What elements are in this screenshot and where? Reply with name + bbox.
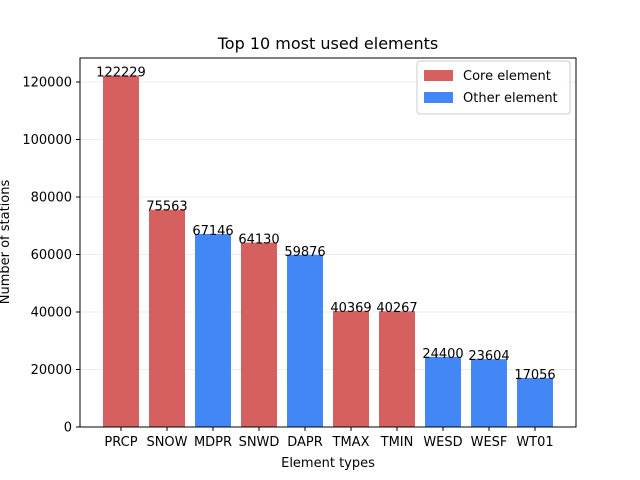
y-axis: 0 20000 40000 60000 80000 100000 120000 [22,75,80,436]
y-tick-label: 20000 [31,363,72,378]
x-axis: PRCP SNOW MDPR SNWD DAPR TMAX TMIN WESD WESF WT01 [104,427,554,450]
bars [103,75,553,428]
legend-label-other: Other element [463,91,558,106]
data-labels: 122229 75563 67146 64130 59876 40369 40267 2440… [96,66,556,383]
x-tick-label-prcp: PRCP [104,435,137,450]
bar-prcp [103,75,139,428]
y-tick-label: 120000 [22,75,72,90]
x-tick-label-wesf: WESF [471,435,508,450]
y-tick-label: 100000 [22,133,72,148]
legend-swatch-other [424,92,453,103]
bar-snwd [241,242,277,427]
data-label-mdpr: 67146 [192,224,233,239]
data-label-wesf: 23604 [468,349,509,364]
y-tick-label: 0 [64,421,72,436]
x-tick-label-snow: SNOW [146,435,187,450]
data-label-tmin: 40267 [376,301,417,316]
bar-snow [149,209,185,427]
data-label-snow: 75563 [146,200,187,215]
data-label-wesd: 24400 [422,347,463,362]
x-tick-label-mdpr: MDPR [194,435,232,450]
x-axis-label: Element types [281,456,375,471]
y-tick-label: 40000 [31,305,72,320]
data-label-prcp: 122229 [96,66,146,81]
x-tick-label-snwd: SNWD [239,435,280,450]
y-tick-label: 60000 [31,248,72,263]
y-tick-label: 80000 [31,190,72,205]
x-tick-label-tmin: TMIN [380,435,414,450]
bar-mdpr [195,233,231,427]
legend-label-core: Core element [463,69,551,84]
data-label-wt01: 17056 [514,368,555,383]
plot-frame [79,57,577,428]
bar-dapr [287,254,323,427]
y-axis-label: Number of stations [0,180,13,305]
legend-swatch-core [424,70,453,81]
bar-tmax [333,310,369,427]
legend-frame [416,60,571,115]
bar-wesf [471,359,507,427]
x-tick-label-wesd: WESD [423,435,462,450]
legend: Core element Other element [416,60,571,115]
bar-tmin [379,311,415,427]
x-tick-label-tmax: TMAX [332,435,370,450]
data-label-snwd: 64130 [238,233,279,248]
chart-title: Top 10 most used elements [217,34,438,53]
x-tick-label-dapr: DAPR [287,435,323,450]
bar-wesd [425,356,461,427]
data-label-dapr: 59876 [284,245,325,260]
bar-wt01 [517,377,553,427]
x-tick-label-wt01: WT01 [516,435,553,450]
data-label-tmax: 40369 [330,301,371,316]
